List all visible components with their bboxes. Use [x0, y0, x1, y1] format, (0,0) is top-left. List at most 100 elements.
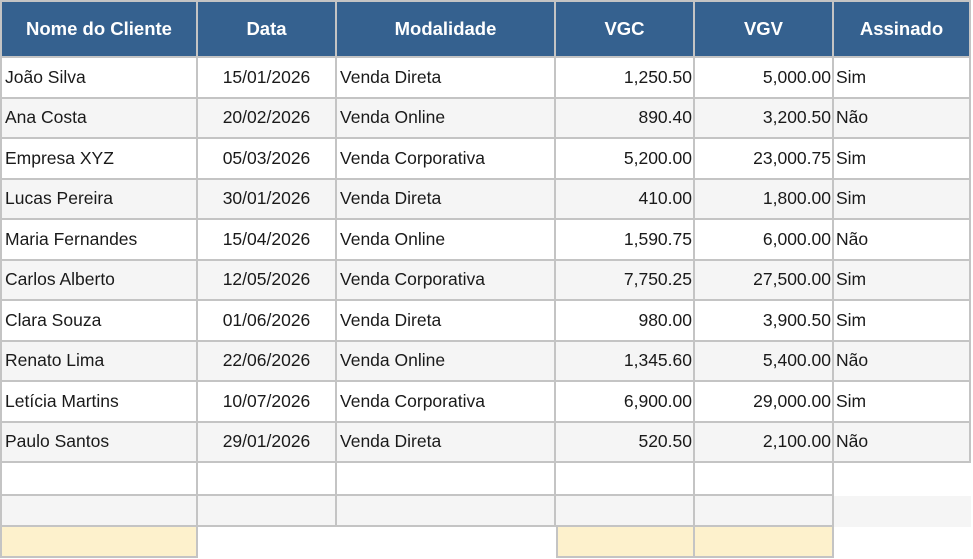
cell-vgv[interactable]: 27,500.00 [695, 260, 834, 301]
cell-data[interactable]: 10/07/2026 [198, 382, 337, 423]
empty-cell-nome[interactable] [2, 463, 198, 496]
no-cell [198, 527, 337, 558]
no-cell [834, 463, 971, 496]
cell-nome[interactable]: Ana Costa [2, 98, 198, 139]
cell-vgv[interactable]: 23,000.75 [695, 139, 834, 180]
empty-cell-modalidade[interactable] [337, 463, 556, 496]
cell-vgv[interactable]: 1,800.00 [695, 179, 834, 220]
cell-assinado[interactable]: Sim [834, 260, 971, 301]
empty-cell-data[interactable] [198, 496, 337, 527]
cell-vgc[interactable]: 410.00 [556, 179, 695, 220]
cell-modalidade[interactable]: Venda Corporativa [337, 139, 556, 180]
no-cell [834, 527, 971, 558]
cell-nome[interactable]: Lucas Pereira [2, 179, 198, 220]
input-cell-vgv[interactable] [695, 527, 834, 558]
empty-row [2, 463, 971, 496]
cell-vgv[interactable]: 29,000.00 [695, 382, 834, 423]
table-row: Carlos Alberto 12/05/2026 Venda Corporat… [2, 260, 971, 301]
cell-vgc[interactable]: 1,250.50 [556, 58, 695, 99]
cell-assinado[interactable]: Sim [834, 301, 971, 342]
cell-modalidade[interactable]: Venda Online [337, 220, 556, 261]
cell-assinado[interactable]: Sim [834, 139, 971, 180]
cell-data[interactable]: 05/03/2026 [198, 139, 337, 180]
table-row: Lucas Pereira 30/01/2026 Venda Direta 41… [2, 179, 971, 220]
empty-row [2, 496, 971, 527]
no-cell [834, 496, 971, 527]
cell-vgc[interactable]: 520.50 [556, 422, 695, 463]
cell-vgc[interactable]: 1,590.75 [556, 220, 695, 261]
table-row: Letícia Martins 10/07/2026 Venda Corpora… [2, 382, 971, 423]
cell-modalidade[interactable]: Venda Direta [337, 179, 556, 220]
input-cell-vgc[interactable] [556, 527, 695, 558]
table-row: Clara Souza 01/06/2026 Venda Direta 980.… [2, 301, 971, 342]
table-row: Empresa XYZ 05/03/2026 Venda Corporativa… [2, 139, 971, 180]
cell-modalidade[interactable]: Venda Corporativa [337, 260, 556, 301]
cell-assinado[interactable]: Sim [834, 58, 971, 99]
cell-nome[interactable]: João Silva [2, 58, 198, 99]
cell-modalidade[interactable]: Venda Online [337, 98, 556, 139]
empty-cell-modalidade[interactable] [337, 496, 556, 527]
cell-data[interactable]: 01/06/2026 [198, 301, 337, 342]
cell-data[interactable]: 30/01/2026 [198, 179, 337, 220]
cell-vgc[interactable]: 1,345.60 [556, 341, 695, 382]
input-cell-nome[interactable] [2, 527, 198, 558]
cell-assinado[interactable]: Não [834, 422, 971, 463]
cell-nome[interactable]: Letícia Martins [2, 382, 198, 423]
cell-assinado[interactable]: Não [834, 220, 971, 261]
no-cell [337, 527, 556, 558]
cell-nome[interactable]: Maria Fernandes [2, 220, 198, 261]
cell-data[interactable]: 20/02/2026 [198, 98, 337, 139]
cell-nome[interactable]: Clara Souza [2, 301, 198, 342]
cell-assinado[interactable]: Não [834, 98, 971, 139]
cell-vgc[interactable]: 7,750.25 [556, 260, 695, 301]
cell-assinado[interactable]: Sim [834, 382, 971, 423]
cell-nome[interactable]: Renato Lima [2, 341, 198, 382]
table-row: Paulo Santos 29/01/2026 Venda Direta 520… [2, 422, 971, 463]
empty-cell-vgv[interactable] [695, 496, 834, 527]
cell-modalidade[interactable]: Venda Online [337, 341, 556, 382]
column-header-nome-do-cliente[interactable]: Nome do Cliente [2, 2, 198, 58]
column-header-data[interactable]: Data [198, 2, 337, 58]
cell-vgv[interactable]: 3,200.50 [695, 98, 834, 139]
table-header-row: Nome do Cliente Data Modalidade VGC VGV … [2, 2, 971, 58]
table-row: Renato Lima 22/06/2026 Venda Online 1,34… [2, 341, 971, 382]
cell-assinado[interactable]: Não [834, 341, 971, 382]
cell-vgc[interactable]: 6,900.00 [556, 382, 695, 423]
cell-vgc[interactable]: 5,200.00 [556, 139, 695, 180]
cell-modalidade[interactable]: Venda Corporativa [337, 382, 556, 423]
cell-data[interactable]: 22/06/2026 [198, 341, 337, 382]
cell-assinado[interactable]: Sim [834, 179, 971, 220]
cell-data[interactable]: 15/01/2026 [198, 58, 337, 99]
cell-modalidade[interactable]: Venda Direta [337, 422, 556, 463]
cell-vgc[interactable]: 980.00 [556, 301, 695, 342]
column-header-vgc[interactable]: VGC [556, 2, 695, 58]
cell-data[interactable]: 29/01/2026 [198, 422, 337, 463]
table-row: Ana Costa 20/02/2026 Venda Online 890.40… [2, 98, 971, 139]
column-header-modalidade[interactable]: Modalidade [337, 2, 556, 58]
column-header-assinado[interactable]: Assinado [834, 2, 971, 58]
empty-cell-vgc[interactable] [556, 463, 695, 496]
cell-nome[interactable]: Empresa XYZ [2, 139, 198, 180]
cell-vgv[interactable]: 3,900.50 [695, 301, 834, 342]
table-row: Maria Fernandes 15/04/2026 Venda Online … [2, 220, 971, 261]
cell-vgv[interactable]: 2,100.00 [695, 422, 834, 463]
cell-modalidade[interactable]: Venda Direta [337, 301, 556, 342]
cell-vgc[interactable]: 890.40 [556, 98, 695, 139]
cell-vgv[interactable]: 5,400.00 [695, 341, 834, 382]
empty-cell-data[interactable] [198, 463, 337, 496]
cell-modalidade[interactable]: Venda Direta [337, 58, 556, 99]
column-header-vgv[interactable]: VGV [695, 2, 834, 58]
empty-cell-nome[interactable] [2, 496, 198, 527]
cell-data[interactable]: 15/04/2026 [198, 220, 337, 261]
cell-data[interactable]: 12/05/2026 [198, 260, 337, 301]
cell-nome[interactable]: Carlos Alberto [2, 260, 198, 301]
table-body: João Silva 15/01/2026 Venda Direta 1,250… [2, 58, 971, 463]
cell-vgv[interactable]: 5,000.00 [695, 58, 834, 99]
table-row: João Silva 15/01/2026 Venda Direta 1,250… [2, 58, 971, 99]
cell-vgv[interactable]: 6,000.00 [695, 220, 834, 261]
input-row [2, 527, 971, 558]
empty-cell-vgc[interactable] [556, 496, 695, 527]
empty-cell-vgv[interactable] [695, 463, 834, 496]
cell-nome[interactable]: Paulo Santos [2, 422, 198, 463]
